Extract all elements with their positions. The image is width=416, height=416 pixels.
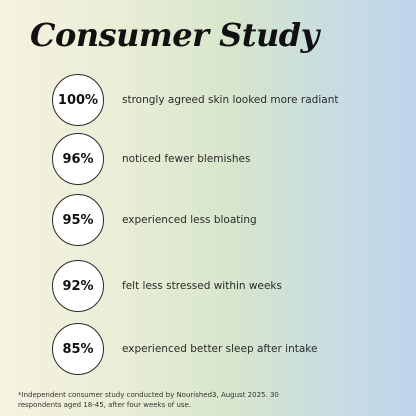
stat-percentage-badge: 95%: [52, 194, 104, 246]
stat-percentage-badge: 85%: [52, 323, 104, 375]
stat-percentage-badge: 92%: [52, 260, 104, 312]
stat-description: noticed fewer blemishes: [122, 153, 251, 165]
stat-description: strongly agreed skin looked more radiant: [122, 94, 339, 106]
stat-item: 96% noticed fewer blemishes: [52, 133, 392, 185]
stat-item: 100% strongly agreed skin looked more ra…: [52, 74, 392, 126]
stat-percentage-badge: 100%: [52, 74, 104, 126]
page-title: Consumer Study: [30, 16, 319, 54]
study-footnote: *Independent consumer study conducted by…: [18, 391, 279, 409]
stat-description: felt less stressed within weeks: [122, 280, 282, 292]
stat-item: 92% felt less stressed within weeks: [52, 260, 392, 312]
stat-item: 85% experienced better sleep after intak…: [52, 323, 392, 375]
stat-percentage-badge: 96%: [52, 133, 104, 185]
stat-item: 95% experienced less bloating: [52, 194, 392, 246]
stat-description: experienced better sleep after intake: [122, 343, 318, 355]
stat-description: experienced less bloating: [122, 214, 257, 226]
